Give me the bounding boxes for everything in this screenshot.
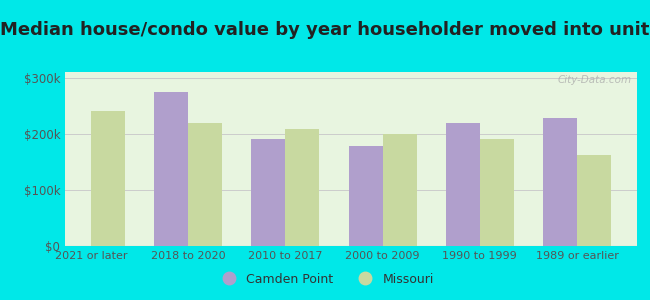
Bar <box>348 146 383 246</box>
Bar <box>543 118 577 246</box>
Bar <box>188 122 222 246</box>
Legend: Camden Point, Missouri: Camden Point, Missouri <box>211 268 439 291</box>
Text: Median house/condo value by year householder moved into unit: Median house/condo value by year househo… <box>0 21 650 39</box>
Text: City-Data.com: City-Data.com <box>557 76 631 85</box>
Bar <box>252 140 285 246</box>
Bar <box>480 140 514 246</box>
Bar <box>154 92 188 246</box>
Bar <box>91 111 125 246</box>
Bar <box>577 155 611 246</box>
Bar <box>285 129 319 246</box>
Bar <box>446 122 480 246</box>
Bar <box>383 134 417 246</box>
